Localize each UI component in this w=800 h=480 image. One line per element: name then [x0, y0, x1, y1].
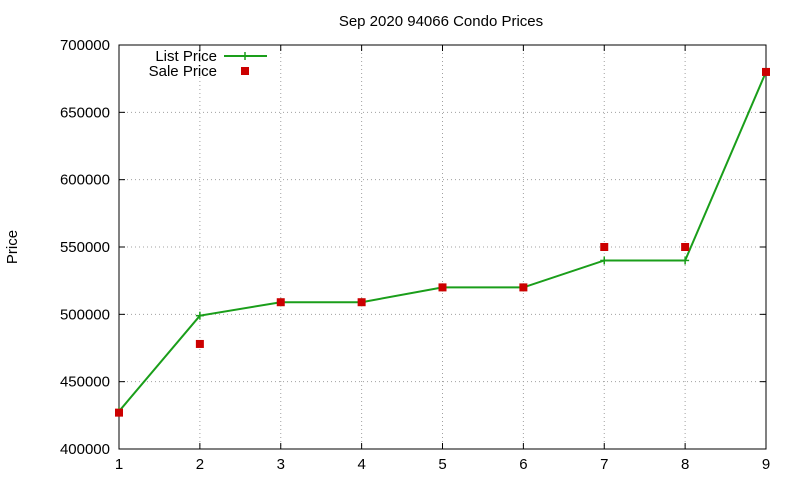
y-tick-label: 650000	[60, 104, 110, 121]
point-list-price	[195, 311, 204, 320]
legend-marker-sale-price	[241, 67, 249, 75]
point-list-price	[600, 256, 609, 265]
point-sale-price	[519, 283, 528, 292]
y-axis-label: Price	[4, 230, 21, 264]
series-layer	[115, 67, 770, 417]
chart-title: Sep 2020 94066 Condo Prices	[339, 13, 543, 30]
y-tick-label: 400000	[60, 441, 110, 458]
point-sale-price	[762, 67, 770, 76]
x-tick-label: 1	[115, 456, 123, 473]
x-tick-label: 7	[600, 456, 608, 473]
y-tick-label: 550000	[60, 239, 110, 256]
legend-plus-marker	[241, 52, 249, 60]
y-axis: 400000 450000 500000 550000 600000 650000 7000…	[60, 37, 766, 458]
x-tick-label: 4	[357, 456, 365, 473]
point-sale-price	[357, 298, 366, 307]
x-tick-label: 9	[762, 456, 770, 473]
grid	[119, 45, 766, 449]
x-axis: 1 2 3 4 5 6 7 8 9	[115, 45, 770, 473]
legend-label-list-price: List Price	[155, 48, 217, 65]
point-list-price	[681, 256, 690, 265]
point-sale-price	[115, 408, 123, 417]
y-tick-label: 600000	[60, 172, 110, 189]
y-tick-label: 450000	[60, 374, 110, 391]
point-sale-price	[600, 243, 609, 251]
y-tick-label: 700000	[60, 37, 110, 54]
x-tick-label: 5	[438, 456, 446, 473]
x-tick-label: 2	[196, 456, 204, 473]
legend-marker-list-price	[241, 52, 249, 60]
legend: List Price Sale Price	[149, 48, 267, 80]
x-tick-label: 8	[681, 456, 689, 473]
point-sale-price	[276, 298, 285, 307]
point-sale-price	[438, 283, 447, 292]
x-tick-label: 3	[277, 456, 285, 473]
legend-label-sale-price: Sale Price	[149, 63, 217, 80]
y-tick-label: 500000	[60, 306, 110, 323]
x-tick-label: 6	[519, 456, 527, 473]
point-sale-price	[195, 339, 204, 348]
point-sale-price	[681, 243, 690, 251]
